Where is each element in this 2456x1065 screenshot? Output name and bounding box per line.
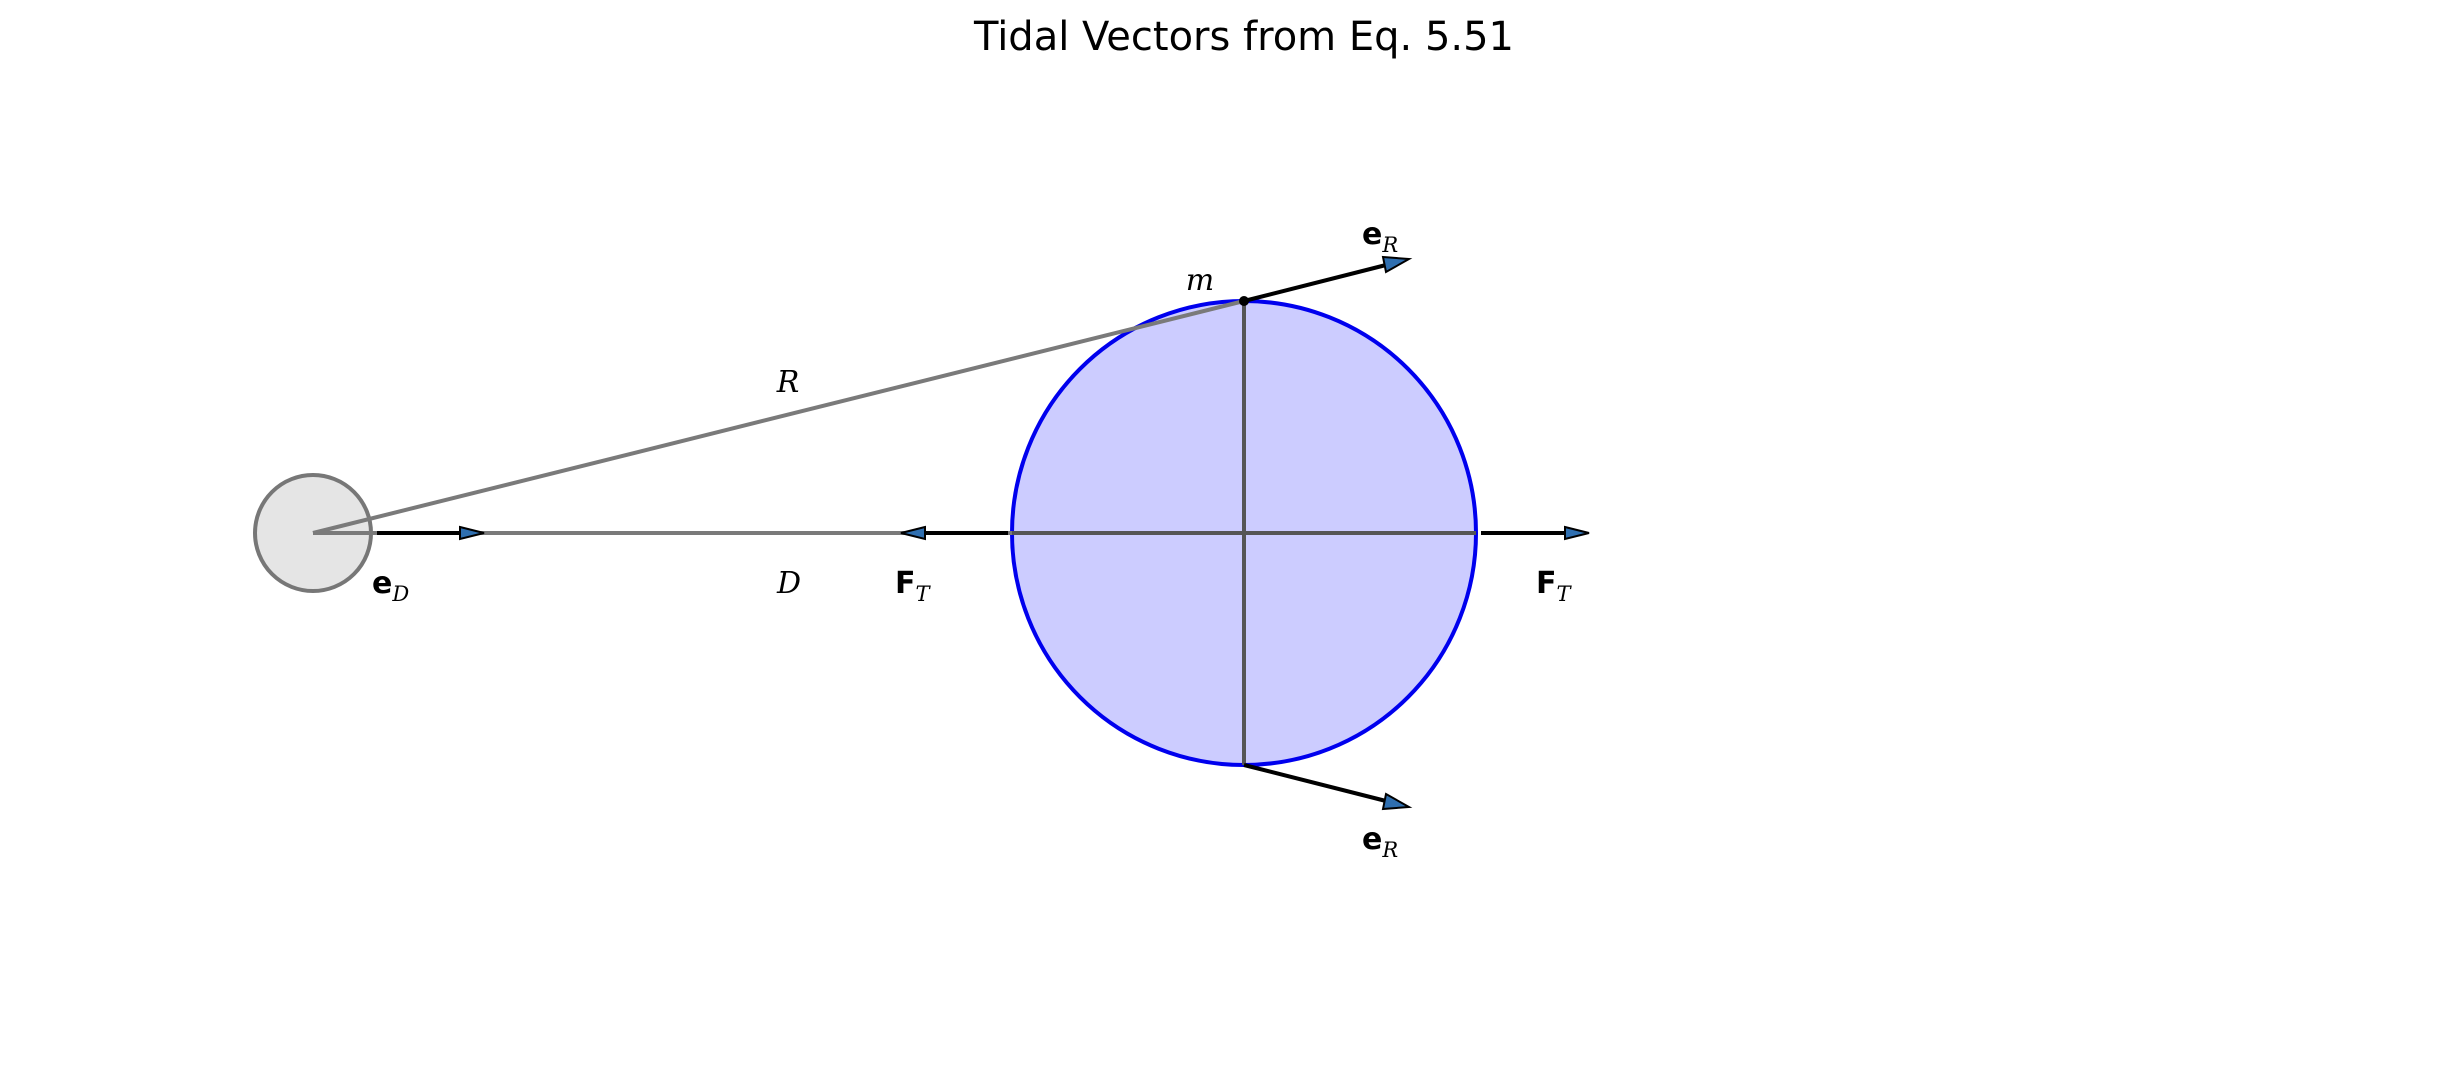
diagram-title: Tidal Vectors from Eq. 5.51 bbox=[973, 14, 1514, 60]
F-T-left-arrow bbox=[900, 525, 1008, 541]
mass-label: m bbox=[1186, 263, 1214, 298]
radius-line bbox=[312, 299, 1245, 535]
e-D-arrow bbox=[377, 525, 485, 541]
F-T-left-label: FT bbox=[895, 566, 932, 606]
e-R-top-label: eR bbox=[1362, 217, 1398, 257]
e-R-bottom-label: eR bbox=[1362, 822, 1398, 862]
distance-label: D bbox=[776, 566, 801, 601]
F-T-right-label: FT bbox=[1536, 566, 1573, 606]
e-R-top-arrow bbox=[1243, 255, 1413, 303]
e-D-label: eD bbox=[372, 566, 409, 606]
radius-label: R bbox=[776, 365, 800, 400]
F-T-right-arrow bbox=[1481, 525, 1590, 541]
e-R-bottom-arrow bbox=[1243, 763, 1413, 811]
